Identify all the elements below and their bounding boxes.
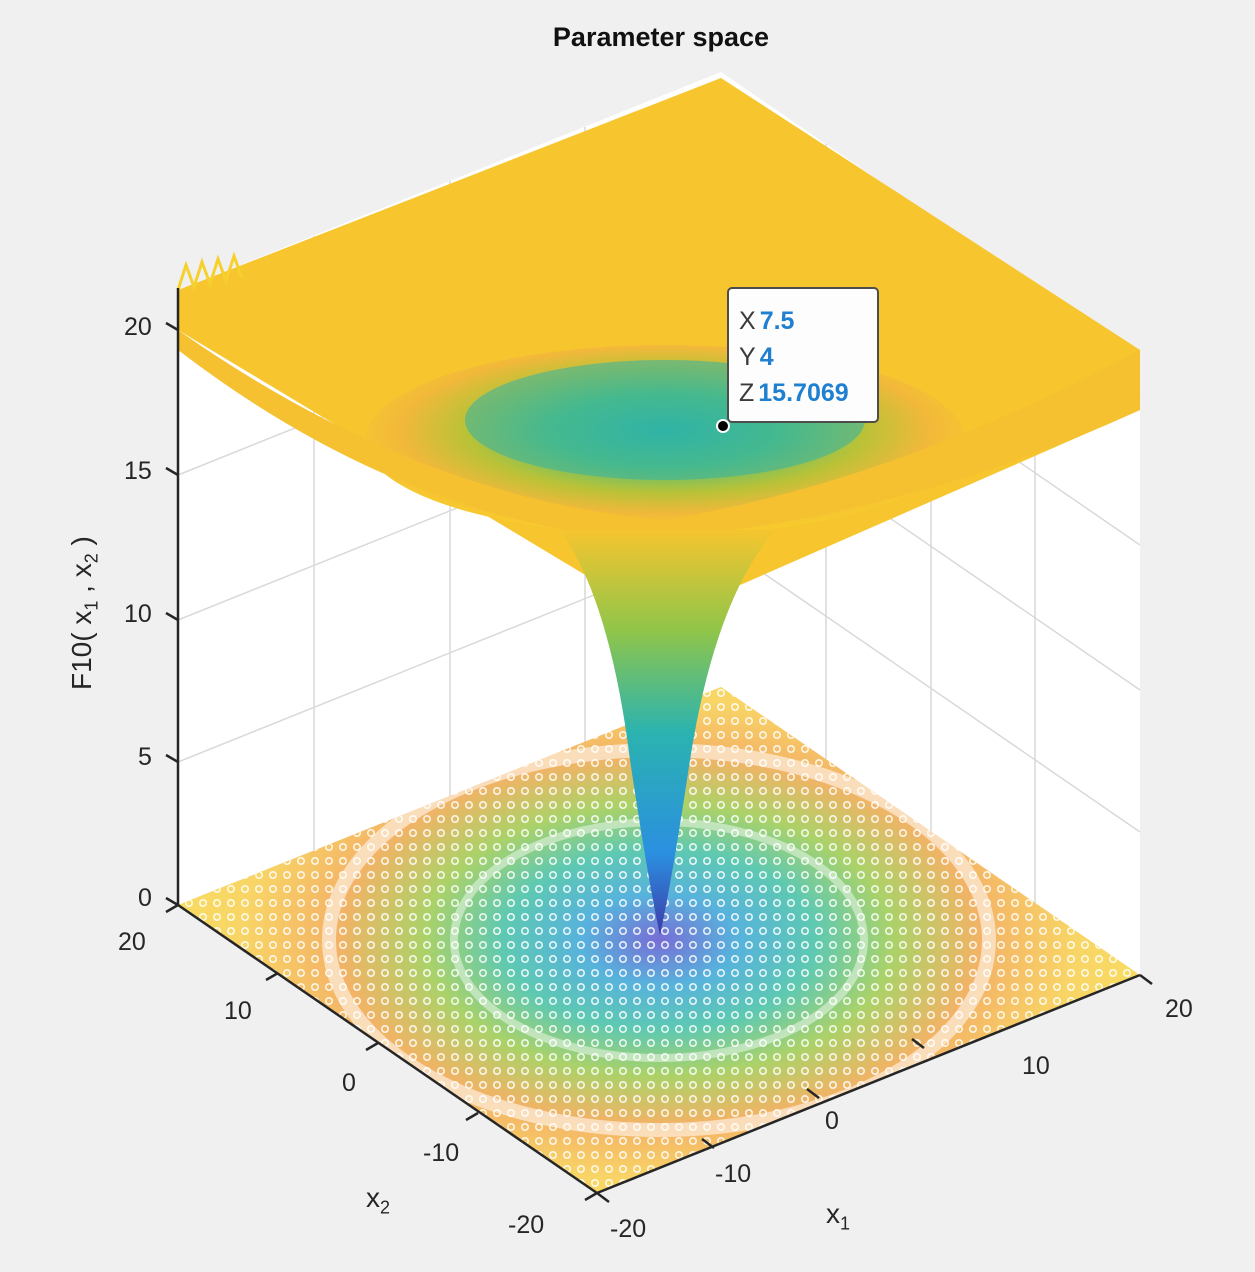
x1-tick-minus20: -20 — [610, 1215, 647, 1243]
z-axis-label: F10( x1 , x2 ) — [66, 536, 102, 690]
x2-axis-label: x2 — [366, 1182, 391, 1218]
x1-tick-0: 0 — [825, 1107, 839, 1135]
z-tick-20: 20 — [124, 313, 152, 341]
x1-tick-20: 20 — [1165, 995, 1193, 1023]
x2-tick-0: 0 — [342, 1069, 356, 1097]
x2-tick-minus10: -10 — [423, 1139, 460, 1167]
x1-axis-label: x1 — [826, 1198, 851, 1234]
datatip-x-row: X 7.5 — [739, 307, 795, 335]
z-tick-5: 5 — [138, 743, 152, 771]
x2-tick-minus20: -20 — [508, 1211, 545, 1239]
datatip-z-row: Z 15.7069 — [739, 379, 849, 407]
z-tick-0: 0 — [138, 884, 152, 912]
z-tick-10: 10 — [124, 600, 152, 628]
chart-title: Parameter space — [552, 22, 770, 52]
x2-tick-10: 10 — [224, 997, 252, 1025]
x2-tick-20: 20 — [118, 928, 146, 956]
x1-tick-minus10: -10 — [715, 1160, 752, 1188]
axis-lines — [165, 288, 1153, 1203]
datatip-marker[interactable] — [716, 419, 730, 433]
z-tick-15: 15 — [124, 457, 152, 485]
x1-tick-10: 10 — [1022, 1052, 1050, 1080]
